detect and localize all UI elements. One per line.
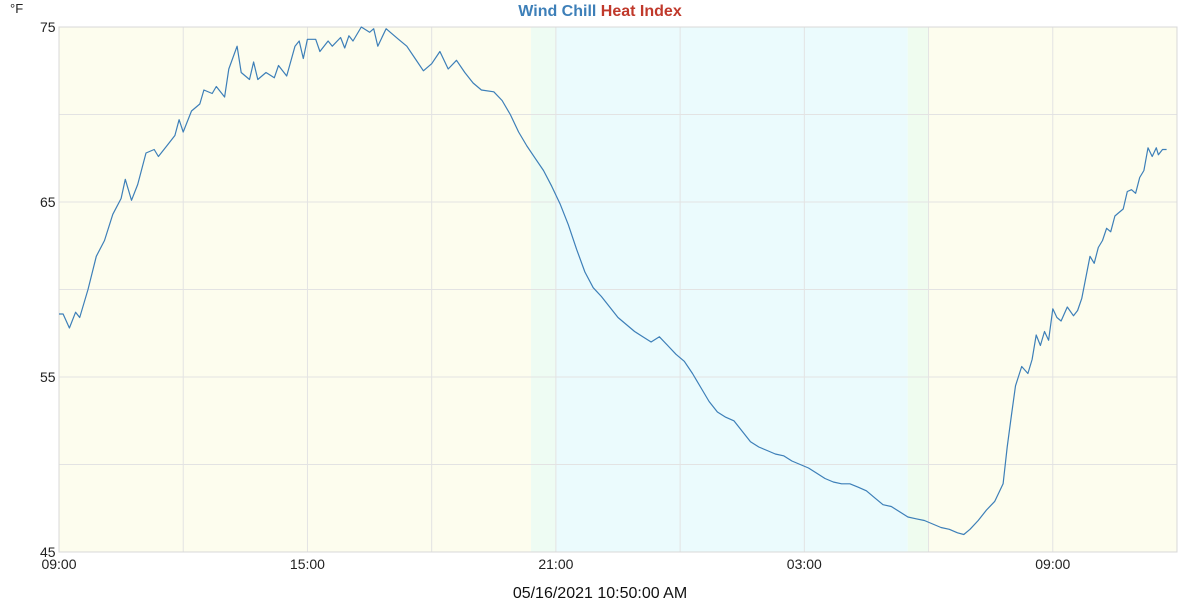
y-tick-label-45: 45	[40, 544, 56, 560]
y-tick-label-55: 55	[40, 369, 56, 385]
chart-legend: Wind Chill Heat Index	[518, 3, 682, 20]
legend-entry-heat-index: Heat Index	[601, 3, 682, 20]
y-tick-label-75: 75	[40, 19, 56, 35]
legend-entry-wind-chill: Wind Chill	[518, 3, 596, 20]
x-tick-label-0: 09:00	[41, 556, 76, 572]
y-tick-label-65: 65	[40, 194, 56, 210]
series-lines	[59, 26, 1167, 536]
x-tick-label-2: 21:00	[538, 556, 573, 572]
y-axis-ticks: 45 55 65 75	[40, 19, 56, 560]
x-tick-label-3: 03:00	[787, 556, 822, 572]
plot-frame	[58, 26, 1178, 553]
x-tick-label-1: 15:00	[290, 556, 325, 572]
x-axis-ticks: 09:00 15:00 21:00 03:00 09:00	[41, 556, 1070, 572]
x-tick-label-4: 09:00	[1035, 556, 1070, 572]
footer-timestamp: 05/16/2021 10:50:00 AM	[513, 585, 687, 600]
y-axis-unit-label: °F	[10, 1, 23, 16]
series-line-wind-chill	[59, 26, 1167, 536]
